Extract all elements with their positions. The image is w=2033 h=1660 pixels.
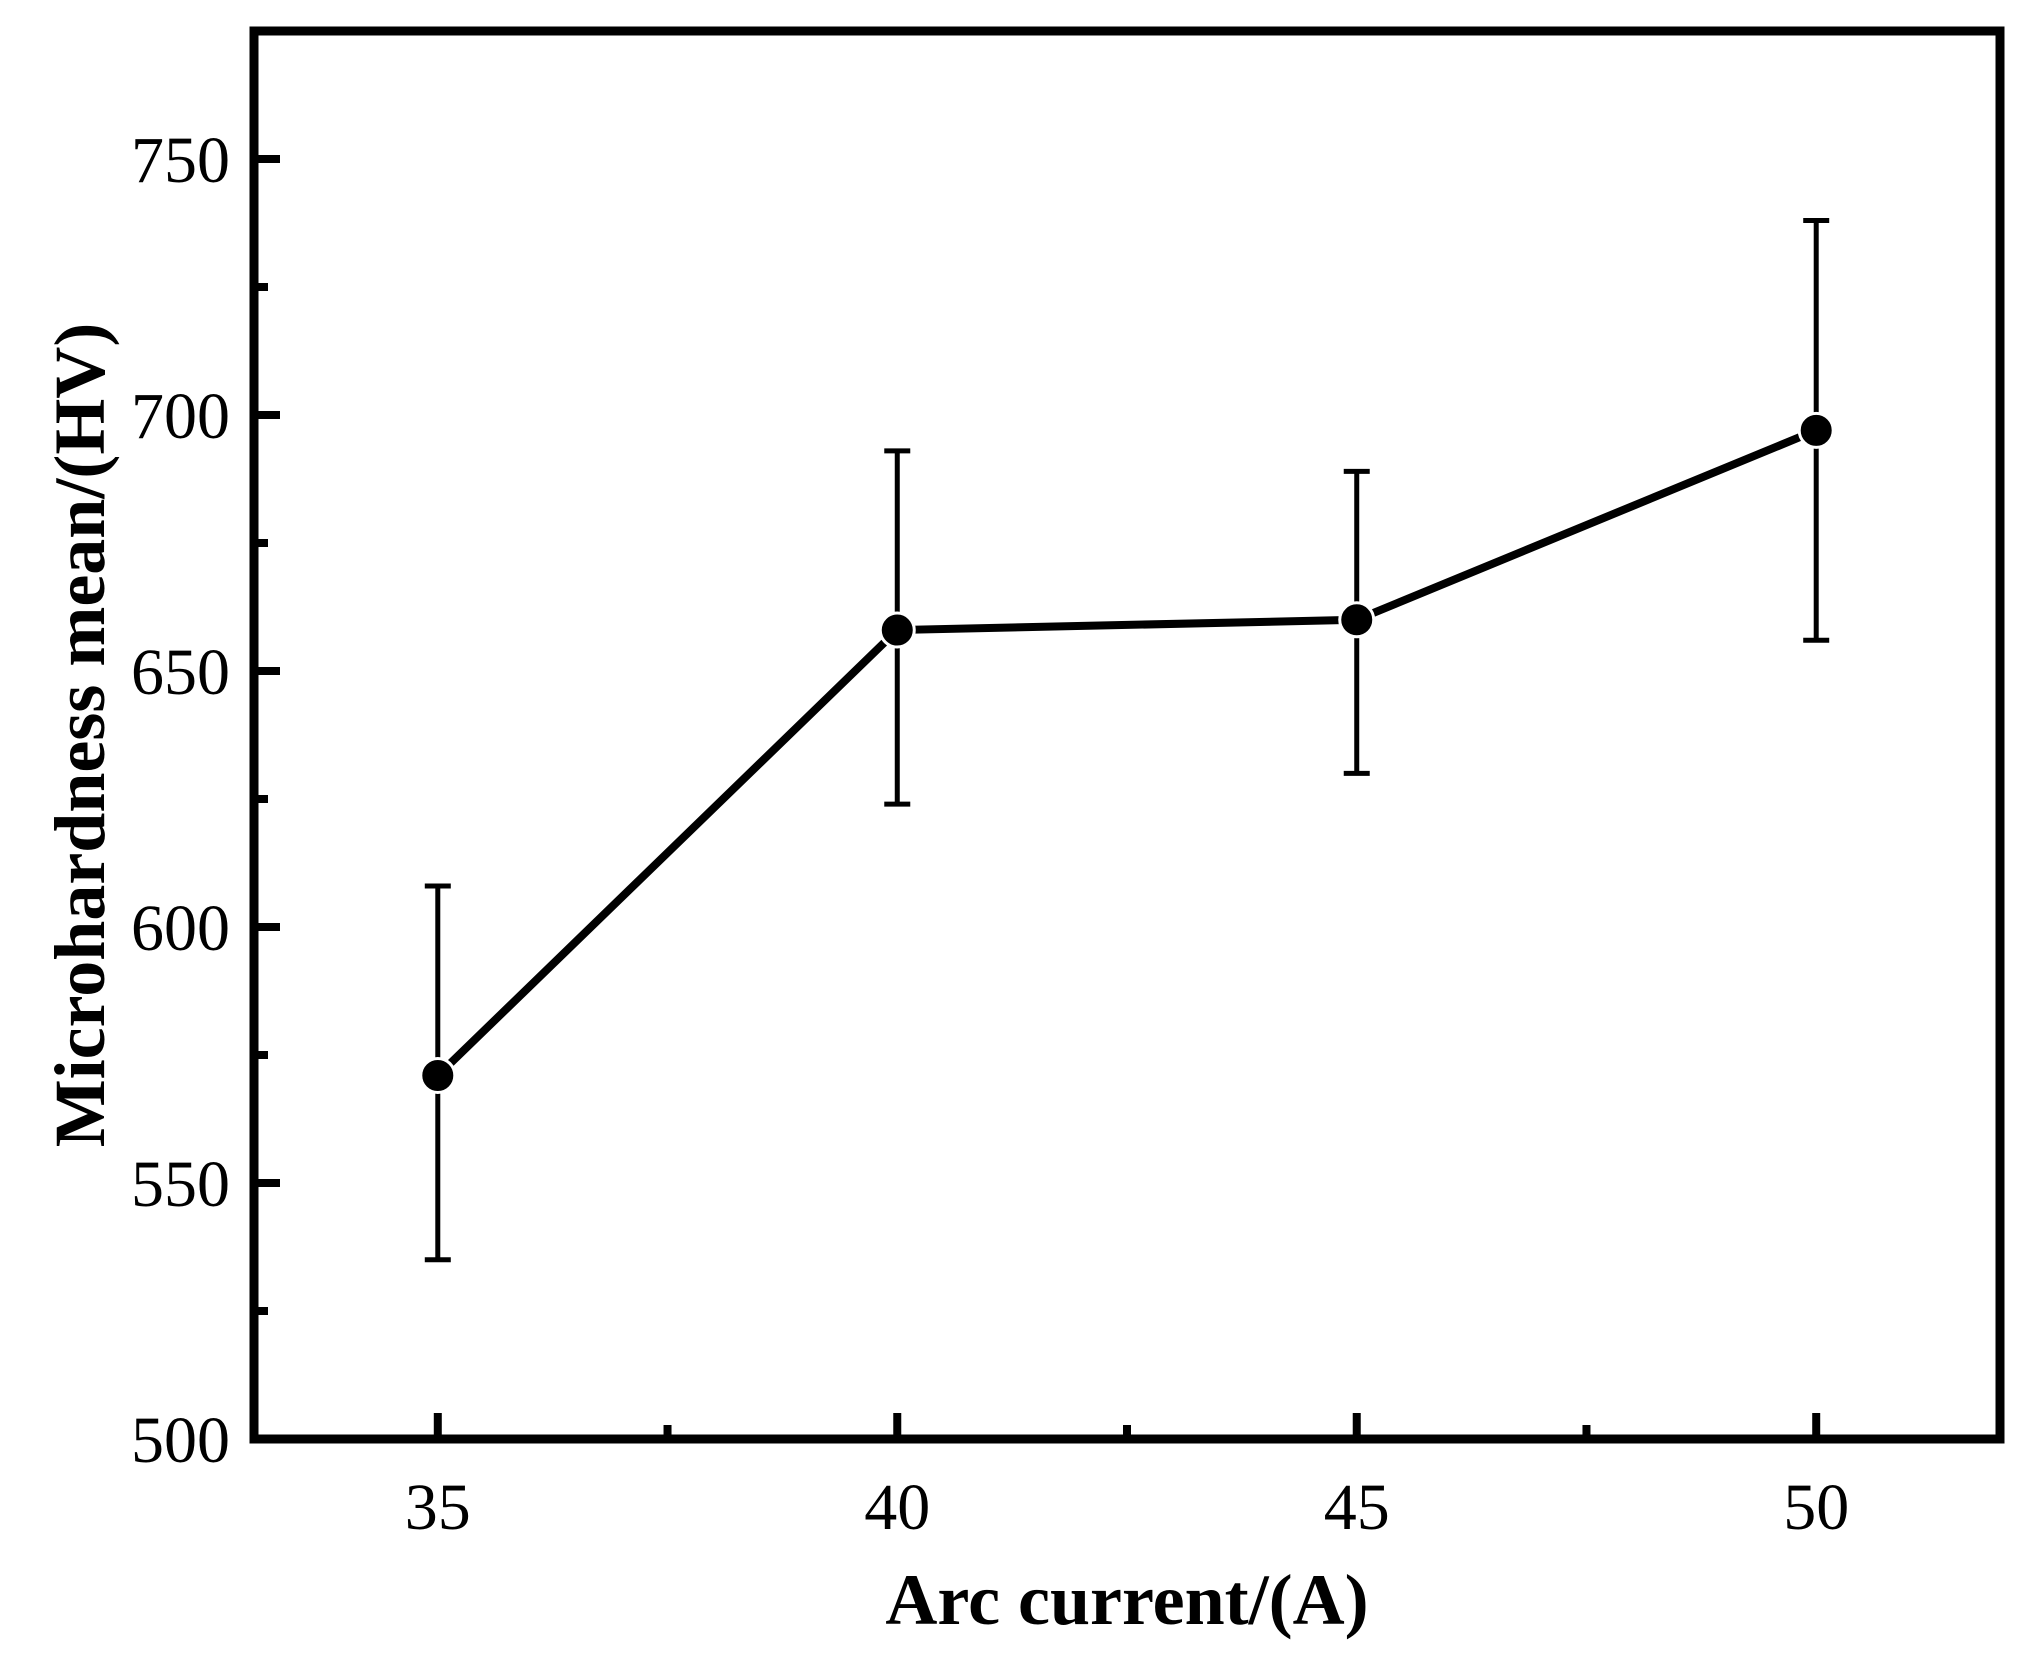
y-tick-label: 650 [131, 636, 230, 709]
data-point [1338, 601, 1376, 639]
plot-layer [419, 217, 1835, 1263]
data-point [1797, 411, 1835, 449]
x-axis-title: Arc current/(A) [885, 1560, 1368, 1640]
x-tick-label: 35 [405, 1471, 471, 1544]
y-tick-label: 600 [131, 892, 230, 965]
y-tick-label: 700 [131, 380, 230, 453]
y-axis-title: Microhardness mean/(HV) [40, 323, 120, 1148]
ticks-layer: 35 40 45 50 500 550 600 650 700 750 [131, 124, 1849, 1544]
data-point [878, 611, 916, 649]
x-tick-label: 50 [1783, 1471, 1849, 1544]
series-line [435, 426, 1818, 1079]
y-tick-label: 750 [131, 124, 230, 197]
x-tick-label: 45 [1324, 1471, 1390, 1544]
x-tick-label: 40 [864, 1471, 930, 1544]
y-tick-label: 550 [131, 1148, 230, 1221]
plot-frame [249, 26, 2005, 1444]
y-tick-label: 500 [131, 1404, 230, 1477]
data-point [419, 1056, 457, 1094]
